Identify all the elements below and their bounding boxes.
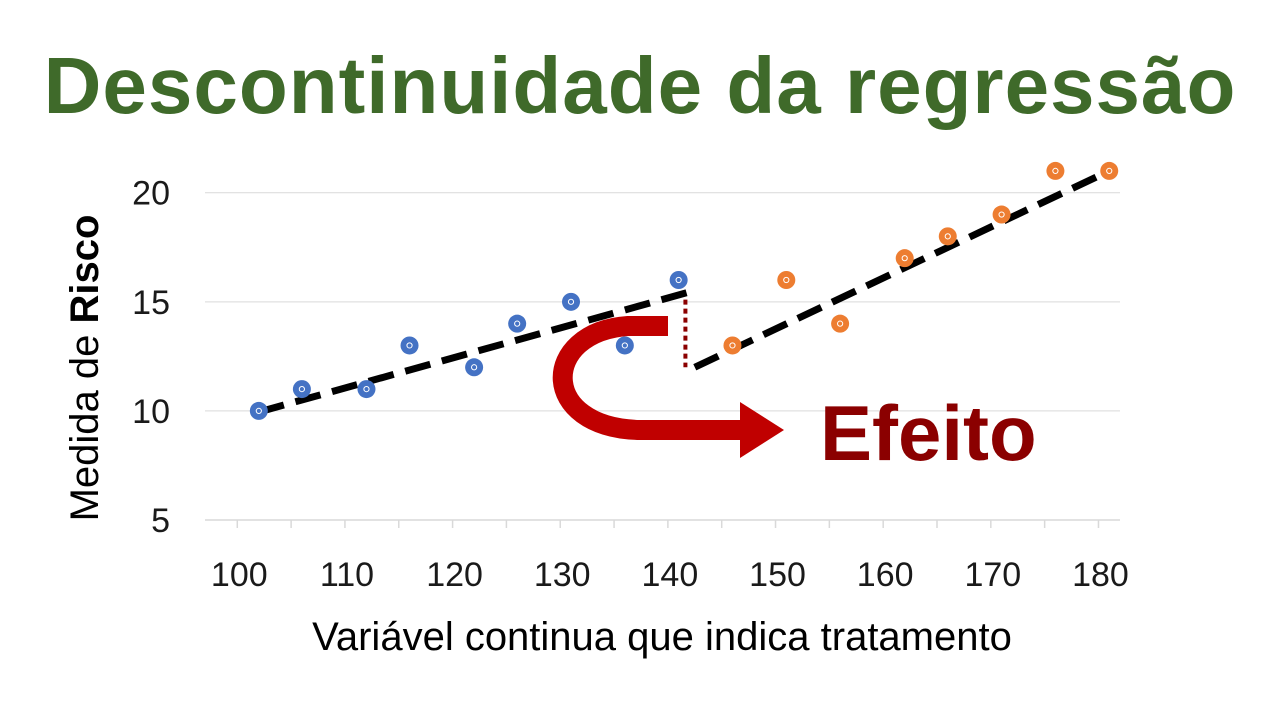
point-after-cutoff (1100, 161, 1119, 180)
point-before-cutoff (357, 380, 376, 399)
point-before-cutoff (669, 271, 688, 289)
point-after-cutoff (723, 336, 742, 355)
point-center-dot (729, 342, 736, 349)
point-after-cutoff (1046, 161, 1065, 180)
fit-line-2 (693, 167, 1111, 371)
point-center-dot (363, 385, 370, 393)
point-before-cutoff (249, 401, 268, 420)
y-axis-title-bold: Risco (63, 215, 107, 324)
x-tick-label: 160 (857, 556, 914, 594)
x-tick-label: 130 (534, 556, 591, 594)
x-tick-labels: 100 110 120 130 140 150 160 170 180 (211, 556, 1129, 594)
point-before-cutoff (562, 292, 580, 311)
x-tick-label: 180 (1072, 556, 1129, 594)
x-tick-label: 110 (320, 556, 374, 594)
point-before-cutoff (400, 336, 419, 355)
y-axis-title-prefix: Medida de (63, 324, 107, 522)
x-axis (205, 519, 1120, 528)
y-tick-label: 10 (132, 393, 170, 431)
y-tick-label: 5 (151, 502, 170, 540)
point-after-cutoff (992, 205, 1011, 224)
point-after-cutoff (831, 314, 850, 333)
point-center-dot (1106, 167, 1113, 175)
fit-lines (257, 167, 1111, 416)
point-center-dot (998, 211, 1005, 218)
point-center-dot (567, 298, 575, 305)
x-tick-label: 100 (211, 556, 268, 594)
point-before-cutoff (292, 380, 311, 399)
point-before-cutoff (508, 314, 527, 333)
point-center-dot (471, 364, 478, 371)
point-center-dot (944, 233, 951, 240)
point-center-dot (298, 385, 305, 393)
curved-arrow-icon (552, 316, 784, 458)
point-center-dot (621, 342, 628, 349)
x-tick-label: 150 (749, 556, 806, 594)
point-before-cutoff (465, 358, 484, 377)
point-after-cutoff (895, 249, 914, 268)
y-axis-title: Medida de Risco (63, 215, 107, 522)
y-tick-labels: 5 10 15 20 (132, 175, 170, 540)
x-axis-title: Variável continua que indica tratamento (312, 615, 1012, 659)
point-after-cutoff (777, 271, 796, 289)
point-center-dot (837, 320, 844, 327)
slide-title: Descontinuidade da regressão (43, 41, 1237, 130)
point-center-dot (1052, 167, 1059, 175)
x-tick-label: 140 (642, 556, 699, 594)
x-tick-label: 120 (426, 556, 483, 594)
point-center-dot (255, 407, 262, 415)
point-center-dot (514, 320, 521, 327)
y-tick-label: 20 (132, 175, 170, 213)
point-center-dot (901, 255, 908, 262)
point-center-dot (783, 276, 790, 284)
y-tick-label: 15 (132, 284, 170, 322)
x-tick-label: 170 (964, 556, 1021, 594)
point-center-dot (675, 276, 682, 284)
point-before-cutoff (615, 336, 634, 355)
effect-label: Efeito (820, 389, 1037, 477)
point-after-cutoff (938, 227, 957, 246)
point-center-dot (406, 342, 413, 349)
data-points (249, 161, 1119, 420)
